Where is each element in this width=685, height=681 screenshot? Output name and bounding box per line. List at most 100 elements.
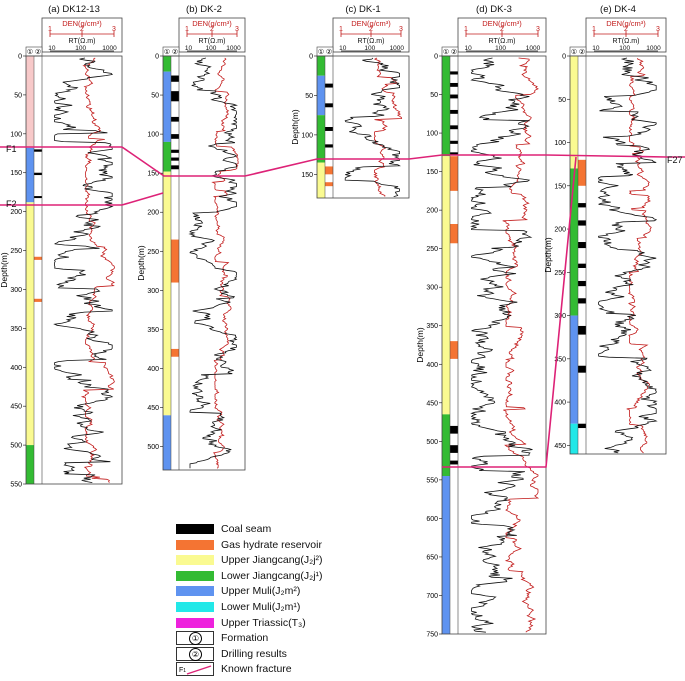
depth-axis-label: Depth(m): [136, 245, 146, 281]
coal-seam-interval: [450, 445, 458, 453]
legend-swatch: [176, 601, 214, 612]
rt-tick-label: 100: [206, 45, 217, 52]
den-tick-label: 1: [592, 26, 596, 33]
coal-seam-interval: [171, 91, 179, 102]
fracture-line: [0, 192, 164, 206]
gas-hydrate-interval: [450, 156, 458, 191]
formation-interval-lower_jiangcang: [163, 141, 171, 172]
log-header-box: [585, 17, 667, 53]
depth-tick-label: 250: [147, 249, 159, 256]
fracture-label-f1: F1: [6, 144, 17, 154]
legend-item-lower_jiangcang: Lower Jiangcang(J₂j¹): [176, 569, 376, 583]
formation-interval-pink_zone: [26, 56, 34, 148]
depth-axis-label: Depth(m): [290, 109, 300, 145]
depth-tick-label: 450: [426, 400, 438, 407]
log-header-box: [332, 17, 410, 53]
depth-axis-label: Depth(m): [543, 237, 553, 273]
fracture-label-f27: F27: [667, 155, 683, 165]
depth-tick-label: 500: [147, 444, 159, 451]
formation-interval-lower_jiangcang: [163, 56, 171, 72]
formation-interval-upper_muli: [26, 180, 34, 193]
gas-hydrate-interval: [325, 166, 333, 175]
coal-seam-interval: [578, 423, 586, 429]
depth-tick-label: 250: [426, 246, 438, 253]
den-header-label: DEN(g/cm³): [62, 19, 102, 28]
rt-curve: [344, 57, 401, 197]
rt-curve: [597, 57, 658, 454]
coal-seam-interval: [171, 157, 179, 161]
formation-column-header: ①: [571, 48, 577, 56]
formation-interval-upper_muli: [163, 71, 171, 142]
depth-tick-label: 100: [147, 132, 159, 139]
formation-interval-upper_muli: [26, 157, 34, 165]
coal-seam-interval: [578, 365, 586, 373]
coal-seam-interval: [325, 103, 333, 108]
depth-tick-label: 450: [147, 405, 159, 412]
depth-tick-label: 50: [305, 93, 313, 100]
coal-seam-interval: [450, 152, 458, 156]
den-curve: [373, 57, 403, 197]
depth-tick-label: 150: [554, 183, 566, 190]
gas-hydrate-interval: [450, 224, 458, 244]
fracture-line: [121, 146, 685, 177]
drilling-column-header: ②: [172, 48, 178, 56]
formation-column-header: ①: [443, 48, 449, 56]
coal-seam-interval: [578, 280, 586, 287]
depth-tick-label: 150: [147, 171, 159, 178]
den-tick-label: 2: [80, 26, 84, 33]
den-header-label: DEN(g/cm³): [192, 19, 232, 28]
rt-tick-label: 1000: [646, 45, 661, 52]
coal-seam-interval: [450, 460, 458, 465]
coal-seam-interval: [450, 140, 458, 144]
depth-axis-label: Depth(m): [415, 327, 425, 363]
log-header-box: [178, 17, 246, 53]
legend-label: Drilling results: [221, 647, 287, 660]
formation-interval-upper_jiangcang: [317, 162, 325, 198]
legend-label: Lower Jiangcang(J₂j¹): [221, 569, 323, 582]
depth-tick-label: 0: [434, 54, 438, 61]
rt-tick-label: 10: [48, 45, 56, 52]
den-tick-label: 1: [339, 26, 343, 33]
depth-tick-label: 50: [558, 97, 566, 104]
drilling-column-header: ②: [579, 48, 585, 56]
formation-interval-upper_jiangcang: [26, 202, 34, 446]
legend-circle-symbol: ①: [189, 632, 202, 646]
depth-tick-label: 200: [554, 227, 566, 234]
formation-interval-upper_muli: [26, 147, 34, 203]
rt-tick-label: 1000: [102, 45, 117, 52]
coal-seam-interval: [450, 71, 458, 75]
legend-symbol: ②: [176, 646, 214, 661]
log-header-box: [41, 17, 123, 53]
coal-seam-interval: [450, 82, 458, 87]
rt-header-label: RT(Ω.m): [489, 38, 516, 45]
depth-tick-label: 450: [10, 404, 22, 411]
coal-seam-interval: [171, 134, 179, 139]
den-tick-label: 2: [500, 26, 504, 33]
depth-tick-label: 200: [147, 210, 159, 217]
den-tick-label: 2: [624, 26, 628, 33]
coal-seam-interval: [171, 149, 179, 153]
formation-interval-upper_muli: [317, 75, 325, 116]
rt-tick-label: 10: [592, 45, 600, 52]
log-track-frame: [316, 55, 410, 199]
depth-tick-label: 0: [18, 54, 22, 61]
depth-tick-label: 200: [10, 209, 22, 216]
depth-tick-label: 550: [426, 477, 438, 484]
depth-tick-label: 550: [10, 482, 22, 489]
depth-tick-label: 300: [10, 287, 22, 294]
formation-interval-lower_jiangcang: [442, 56, 450, 157]
rt-tick-label: 10: [339, 45, 347, 52]
depth-tick-label: 350: [147, 327, 159, 334]
legend-swatch: [176, 617, 214, 628]
coal-seam-interval: [34, 149, 42, 152]
rt-tick-label: 1000: [526, 45, 541, 52]
depth-tick-label: 350: [554, 356, 566, 363]
depth-tick-label: 450: [554, 443, 566, 450]
den-curve: [211, 57, 239, 469]
depth-axis-label: Depth(m): [0, 252, 9, 288]
panel-title: (b) DK-2: [186, 4, 222, 15]
rt-tick-label: 1000: [390, 45, 405, 52]
well-panel-d: (d) DK-3 DEN(g/cm³) 1 2 3 RT(Ω.m) 10 100 1000 ① ② 0…: [415, 4, 547, 639]
depth-tick-label: 150: [10, 170, 22, 177]
rt-curve: [188, 57, 238, 469]
